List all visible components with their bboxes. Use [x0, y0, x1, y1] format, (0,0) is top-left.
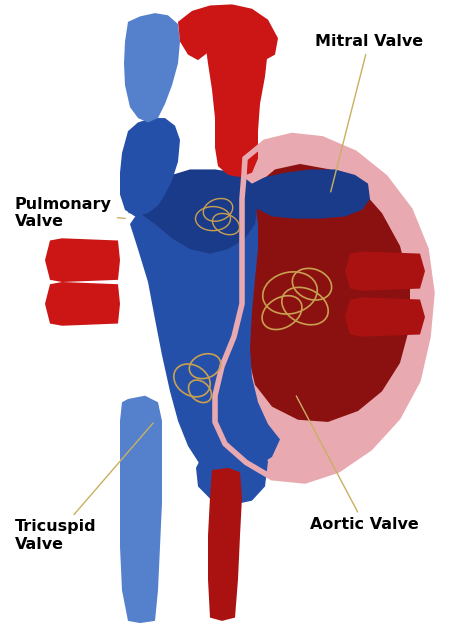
Polygon shape	[345, 252, 425, 291]
Polygon shape	[248, 164, 410, 422]
Text: Mitral Valve: Mitral Valve	[315, 34, 423, 192]
Polygon shape	[45, 282, 120, 326]
Text: Pulmonary
Valve: Pulmonary Valve	[15, 197, 125, 230]
Polygon shape	[120, 118, 180, 216]
Polygon shape	[128, 169, 258, 254]
Polygon shape	[130, 175, 280, 476]
Polygon shape	[124, 13, 180, 122]
Polygon shape	[215, 137, 432, 479]
Polygon shape	[178, 4, 278, 60]
Polygon shape	[196, 435, 268, 505]
Text: Tricuspid
Valve: Tricuspid Valve	[15, 423, 153, 552]
Polygon shape	[208, 468, 242, 621]
Polygon shape	[345, 297, 425, 337]
Text: Aortic Valve: Aortic Valve	[296, 396, 419, 532]
Polygon shape	[120, 396, 162, 623]
Polygon shape	[250, 169, 370, 219]
Polygon shape	[192, 13, 268, 177]
Polygon shape	[45, 238, 120, 282]
